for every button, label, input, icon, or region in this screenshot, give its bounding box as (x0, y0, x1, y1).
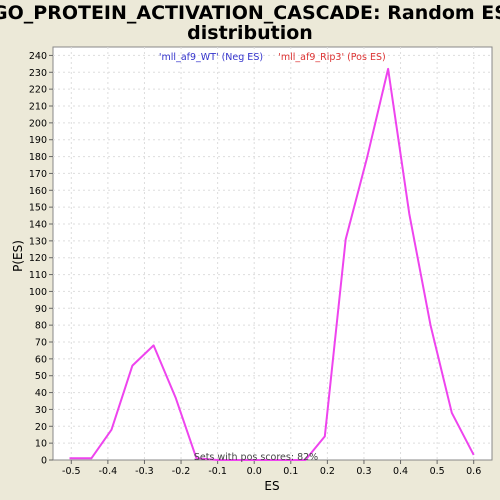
y-tick-label: 130 (29, 236, 47, 247)
x-tick-label: 0.1 (283, 466, 298, 477)
y-axis: 0 10 20 30 40 50 60 70 80 90 100 110 120 130 140 150 160… (29, 51, 53, 467)
grid-lines (53, 47, 492, 460)
y-tick-label: 10 (35, 439, 47, 450)
chart-title-line2: distribution (187, 22, 313, 44)
x-tick-label: 0.2 (320, 466, 335, 477)
y-tick-label: 80 (35, 321, 47, 332)
chart-title-line1: GO_PROTEIN_ACTIVATION_CASCADE: Random ES (0, 2, 500, 24)
y-tick-label: 100 (29, 287, 47, 298)
series-lines (69, 67, 475, 461)
y-tick-label: 230 (29, 68, 47, 79)
y-tick-label: 220 (29, 85, 47, 96)
y-tick-label: 0 (41, 456, 47, 467)
x-axis: -0.5 -0.4 -0.3 -0.2 -0.1 0.0 0.1 0.2 0.3 0.4 0.5 0.… (62, 460, 481, 477)
y-tick-label: 40 (35, 388, 47, 399)
x-tick-label: 0.3 (356, 466, 371, 477)
y-tick-label: 150 (29, 203, 47, 214)
legend-entry-neg-es: 'mll_af9_WT' (Neg ES) (159, 52, 263, 63)
y-tick-label: 30 (35, 405, 47, 416)
y-tick-label: 210 (29, 102, 47, 113)
x-tick-label: 0.5 (430, 466, 445, 477)
y-tick-label: 140 (29, 220, 47, 231)
plot-area (52, 46, 493, 461)
y-tick-label: 70 (35, 338, 47, 349)
y-tick-label: 50 (35, 371, 47, 382)
y-tick-label: 120 (29, 253, 47, 264)
x-tick-label: -0.3 (135, 466, 154, 477)
y-tick-label: 60 (35, 354, 47, 365)
y-tick-label: 90 (35, 304, 47, 315)
pos-scores-annotation: Sets with pos scores: 82% (194, 452, 318, 463)
y-tick-label: 160 (29, 186, 47, 197)
y-tick-label: 170 (29, 169, 47, 180)
x-tick-label: -0.5 (62, 466, 81, 477)
y-tick-label: 190 (29, 135, 47, 146)
x-tick-label: 0.4 (393, 466, 408, 477)
x-tick-label: 0.6 (466, 466, 481, 477)
y-tick-label: 20 (35, 422, 47, 433)
y-tick-label: 110 (29, 270, 47, 281)
y-tick-label: 240 (29, 51, 47, 62)
y-tick-label: 200 (29, 118, 47, 129)
y-axis-label: P(ES) (11, 240, 25, 272)
x-axis-label: ES (264, 479, 279, 493)
x-tick-label: -0.4 (99, 466, 118, 477)
x-tick-label: 0.0 (247, 466, 262, 477)
y-tick-label: 180 (29, 152, 47, 163)
x-tick-label: -0.2 (172, 466, 191, 477)
legend-entry-pos-es: 'mll_af9_Rip3' (Pos ES) (278, 52, 385, 63)
series-line-pos-es (69, 67, 475, 461)
x-tick-label: -0.1 (208, 466, 227, 477)
